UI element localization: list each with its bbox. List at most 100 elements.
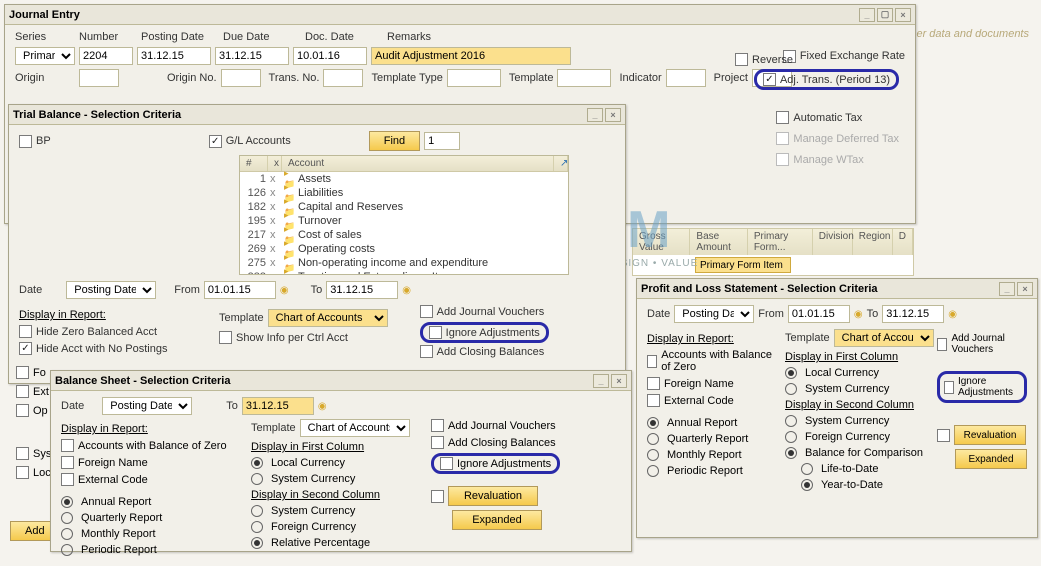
chk-sys[interactable]: [16, 447, 29, 460]
close-icon[interactable]: ×: [605, 108, 621, 122]
posting-input[interactable]: [137, 47, 211, 65]
origin-input[interactable]: [79, 69, 119, 87]
series-select[interactable]: Primary: [15, 47, 75, 65]
pl-date-select[interactable]: Posting Date: [674, 305, 754, 323]
lbl-pl-system: System Currency: [805, 383, 889, 395]
tpl-input[interactable]: [557, 69, 611, 87]
chk-gl[interactable]: ✓: [209, 135, 222, 148]
chk-bs-ignore[interactable]: [440, 457, 453, 470]
tpltype-input[interactable]: [447, 69, 501, 87]
bs-date-select[interactable]: Posting Date: [102, 397, 192, 415]
pl-template-select[interactable]: Chart of Accounts: [834, 329, 934, 347]
chk-ext[interactable]: [16, 385, 29, 398]
rad-bs-periodic[interactable]: [61, 544, 73, 556]
find-input[interactable]: [424, 132, 460, 150]
rad-bs-monthly[interactable]: [61, 528, 73, 540]
number-input[interactable]: [79, 47, 133, 65]
rad-pl-quarterly[interactable]: [647, 433, 659, 445]
find-button[interactable]: Find: [369, 131, 420, 151]
titlebar-journal: Journal Entry _ ▢ ×: [5, 5, 915, 25]
chk-op[interactable]: [16, 404, 29, 417]
rad-pl-system[interactable]: [785, 383, 797, 395]
chk-bs-foreign[interactable]: [61, 456, 74, 469]
bs-expanded-button[interactable]: Expanded: [452, 510, 542, 530]
rad-bs-relpct[interactable]: [251, 537, 263, 549]
rad-bs-system[interactable]: [251, 473, 263, 485]
rad-pl-system2[interactable]: [785, 415, 797, 427]
chk-bs-ext[interactable]: [61, 473, 74, 486]
remarks-input[interactable]: [371, 47, 571, 65]
rad-bs-quarterly[interactable]: [61, 512, 73, 524]
min-icon[interactable]: _: [859, 8, 875, 22]
chk-bp[interactable]: [19, 135, 32, 148]
chk-pl-foreign[interactable]: [647, 377, 660, 390]
rad-pl-monthly[interactable]: [647, 449, 659, 461]
date-select[interactable]: Posting Date: [66, 281, 156, 299]
chk-bs-addjv[interactable]: [431, 419, 444, 432]
lbl-due: Due Date: [223, 31, 269, 43]
chk-bs-zero[interactable]: [61, 439, 74, 452]
chk-adj-trans[interactable]: ✓: [763, 73, 776, 86]
rad-bs-foreigncur[interactable]: [251, 521, 263, 533]
chk-bs-addclosing[interactable]: [431, 436, 444, 449]
min-icon[interactable]: _: [593, 374, 609, 388]
calendar-icon[interactable]: ◉: [854, 309, 863, 320]
template-select[interactable]: Chart of Accounts: [268, 309, 388, 327]
max-icon[interactable]: ▢: [877, 8, 893, 22]
primary-form-item-cell[interactable]: Primary Form Item: [695, 257, 791, 273]
tree-row[interactable]: 383x▸📁Taxation and Extraordinary Items: [240, 270, 568, 275]
chk-fo[interactable]: [16, 366, 29, 379]
chk-pl-reval-toggle[interactable]: [937, 429, 950, 442]
bs-to-input[interactable]: [242, 397, 314, 415]
close-icon[interactable]: ×: [611, 374, 627, 388]
calendar-icon[interactable]: ◉: [280, 285, 289, 296]
close-icon[interactable]: ×: [1017, 282, 1033, 296]
rad-pl-foreigncur[interactable]: [785, 431, 797, 443]
originno-input[interactable]: [221, 69, 261, 87]
rad-bs-local[interactable]: [251, 457, 263, 469]
doc-input[interactable]: [293, 47, 367, 65]
from-input[interactable]: [204, 281, 276, 299]
calendar-icon[interactable]: ◉: [948, 309, 957, 320]
bs-template-select[interactable]: Chart of Accounts: [300, 419, 410, 437]
account-tree[interactable]: #xAccount↗ 1x▸📁Assets126x▸📁Liabilities18…: [239, 155, 569, 275]
rad-pl-year[interactable]: [801, 479, 813, 491]
calendar-icon[interactable]: ◉: [318, 401, 327, 412]
pl-expanded-button[interactable]: Expanded: [955, 449, 1027, 469]
chk-reverse[interactable]: [735, 53, 748, 66]
chk-ignore-adj[interactable]: [429, 326, 442, 339]
chk-addclosing[interactable]: [420, 345, 433, 358]
rad-bs-system2[interactable]: [251, 505, 263, 517]
chk-pl-ignore[interactable]: [944, 381, 954, 394]
pl-reval-button[interactable]: Revaluation: [954, 425, 1026, 445]
lbl-bs-zero: Accounts with Balance of Zero: [78, 440, 227, 452]
rad-pl-annual[interactable]: [647, 417, 659, 429]
rad-pl-local[interactable]: [785, 367, 797, 379]
chk-auto-tax[interactable]: [776, 111, 789, 124]
to-input[interactable]: [326, 281, 398, 299]
chk-pl-zero[interactable]: [647, 355, 657, 368]
min-icon[interactable]: _: [999, 282, 1015, 296]
lbl-addjv: Add Journal Vouchers: [437, 306, 545, 318]
due-input[interactable]: [215, 47, 289, 65]
bs-reval-button[interactable]: Revaluation: [448, 486, 538, 506]
rad-pl-life[interactable]: [801, 463, 813, 475]
chk-bs-reval-toggle[interactable]: [431, 490, 444, 503]
pl-from-input[interactable]: [788, 305, 850, 323]
chk-pl-ext[interactable]: [647, 394, 660, 407]
rad-pl-periodic[interactable]: [647, 465, 659, 477]
indicator-input[interactable]: [666, 69, 706, 87]
calendar-icon[interactable]: ◉: [402, 285, 411, 296]
rad-bs-annual[interactable]: [61, 496, 73, 508]
transno-input[interactable]: [323, 69, 363, 87]
chk-addjv[interactable]: [420, 305, 433, 318]
min-icon[interactable]: _: [587, 108, 603, 122]
rad-pl-balcomp[interactable]: [785, 447, 797, 459]
pl-to-input[interactable]: [882, 305, 944, 323]
close-icon[interactable]: ×: [895, 8, 911, 22]
chk-hide-nopost[interactable]: ✓: [19, 342, 32, 355]
chk-pl-addjv[interactable]: [937, 338, 947, 351]
chk-showinfo[interactable]: [219, 331, 232, 344]
chk-hide-zero[interactable]: [19, 325, 32, 338]
chk-loc[interactable]: [16, 466, 29, 479]
